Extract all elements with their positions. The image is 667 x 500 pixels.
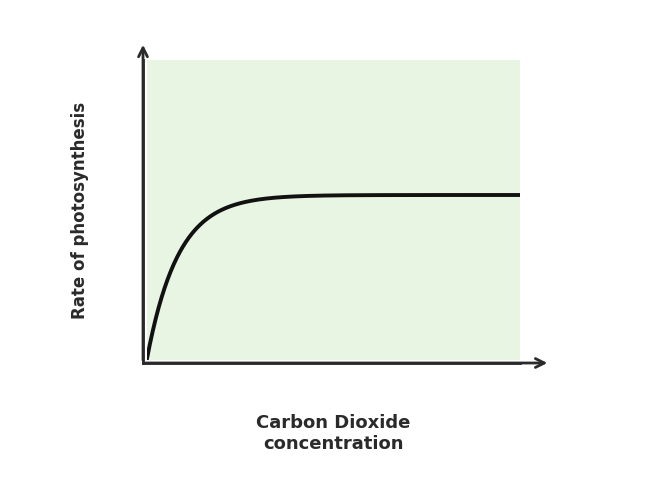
Text: Rate of photosynthesis: Rate of photosynthesis bbox=[71, 102, 89, 318]
Text: Carbon Dioxide
concentration: Carbon Dioxide concentration bbox=[256, 414, 411, 453]
